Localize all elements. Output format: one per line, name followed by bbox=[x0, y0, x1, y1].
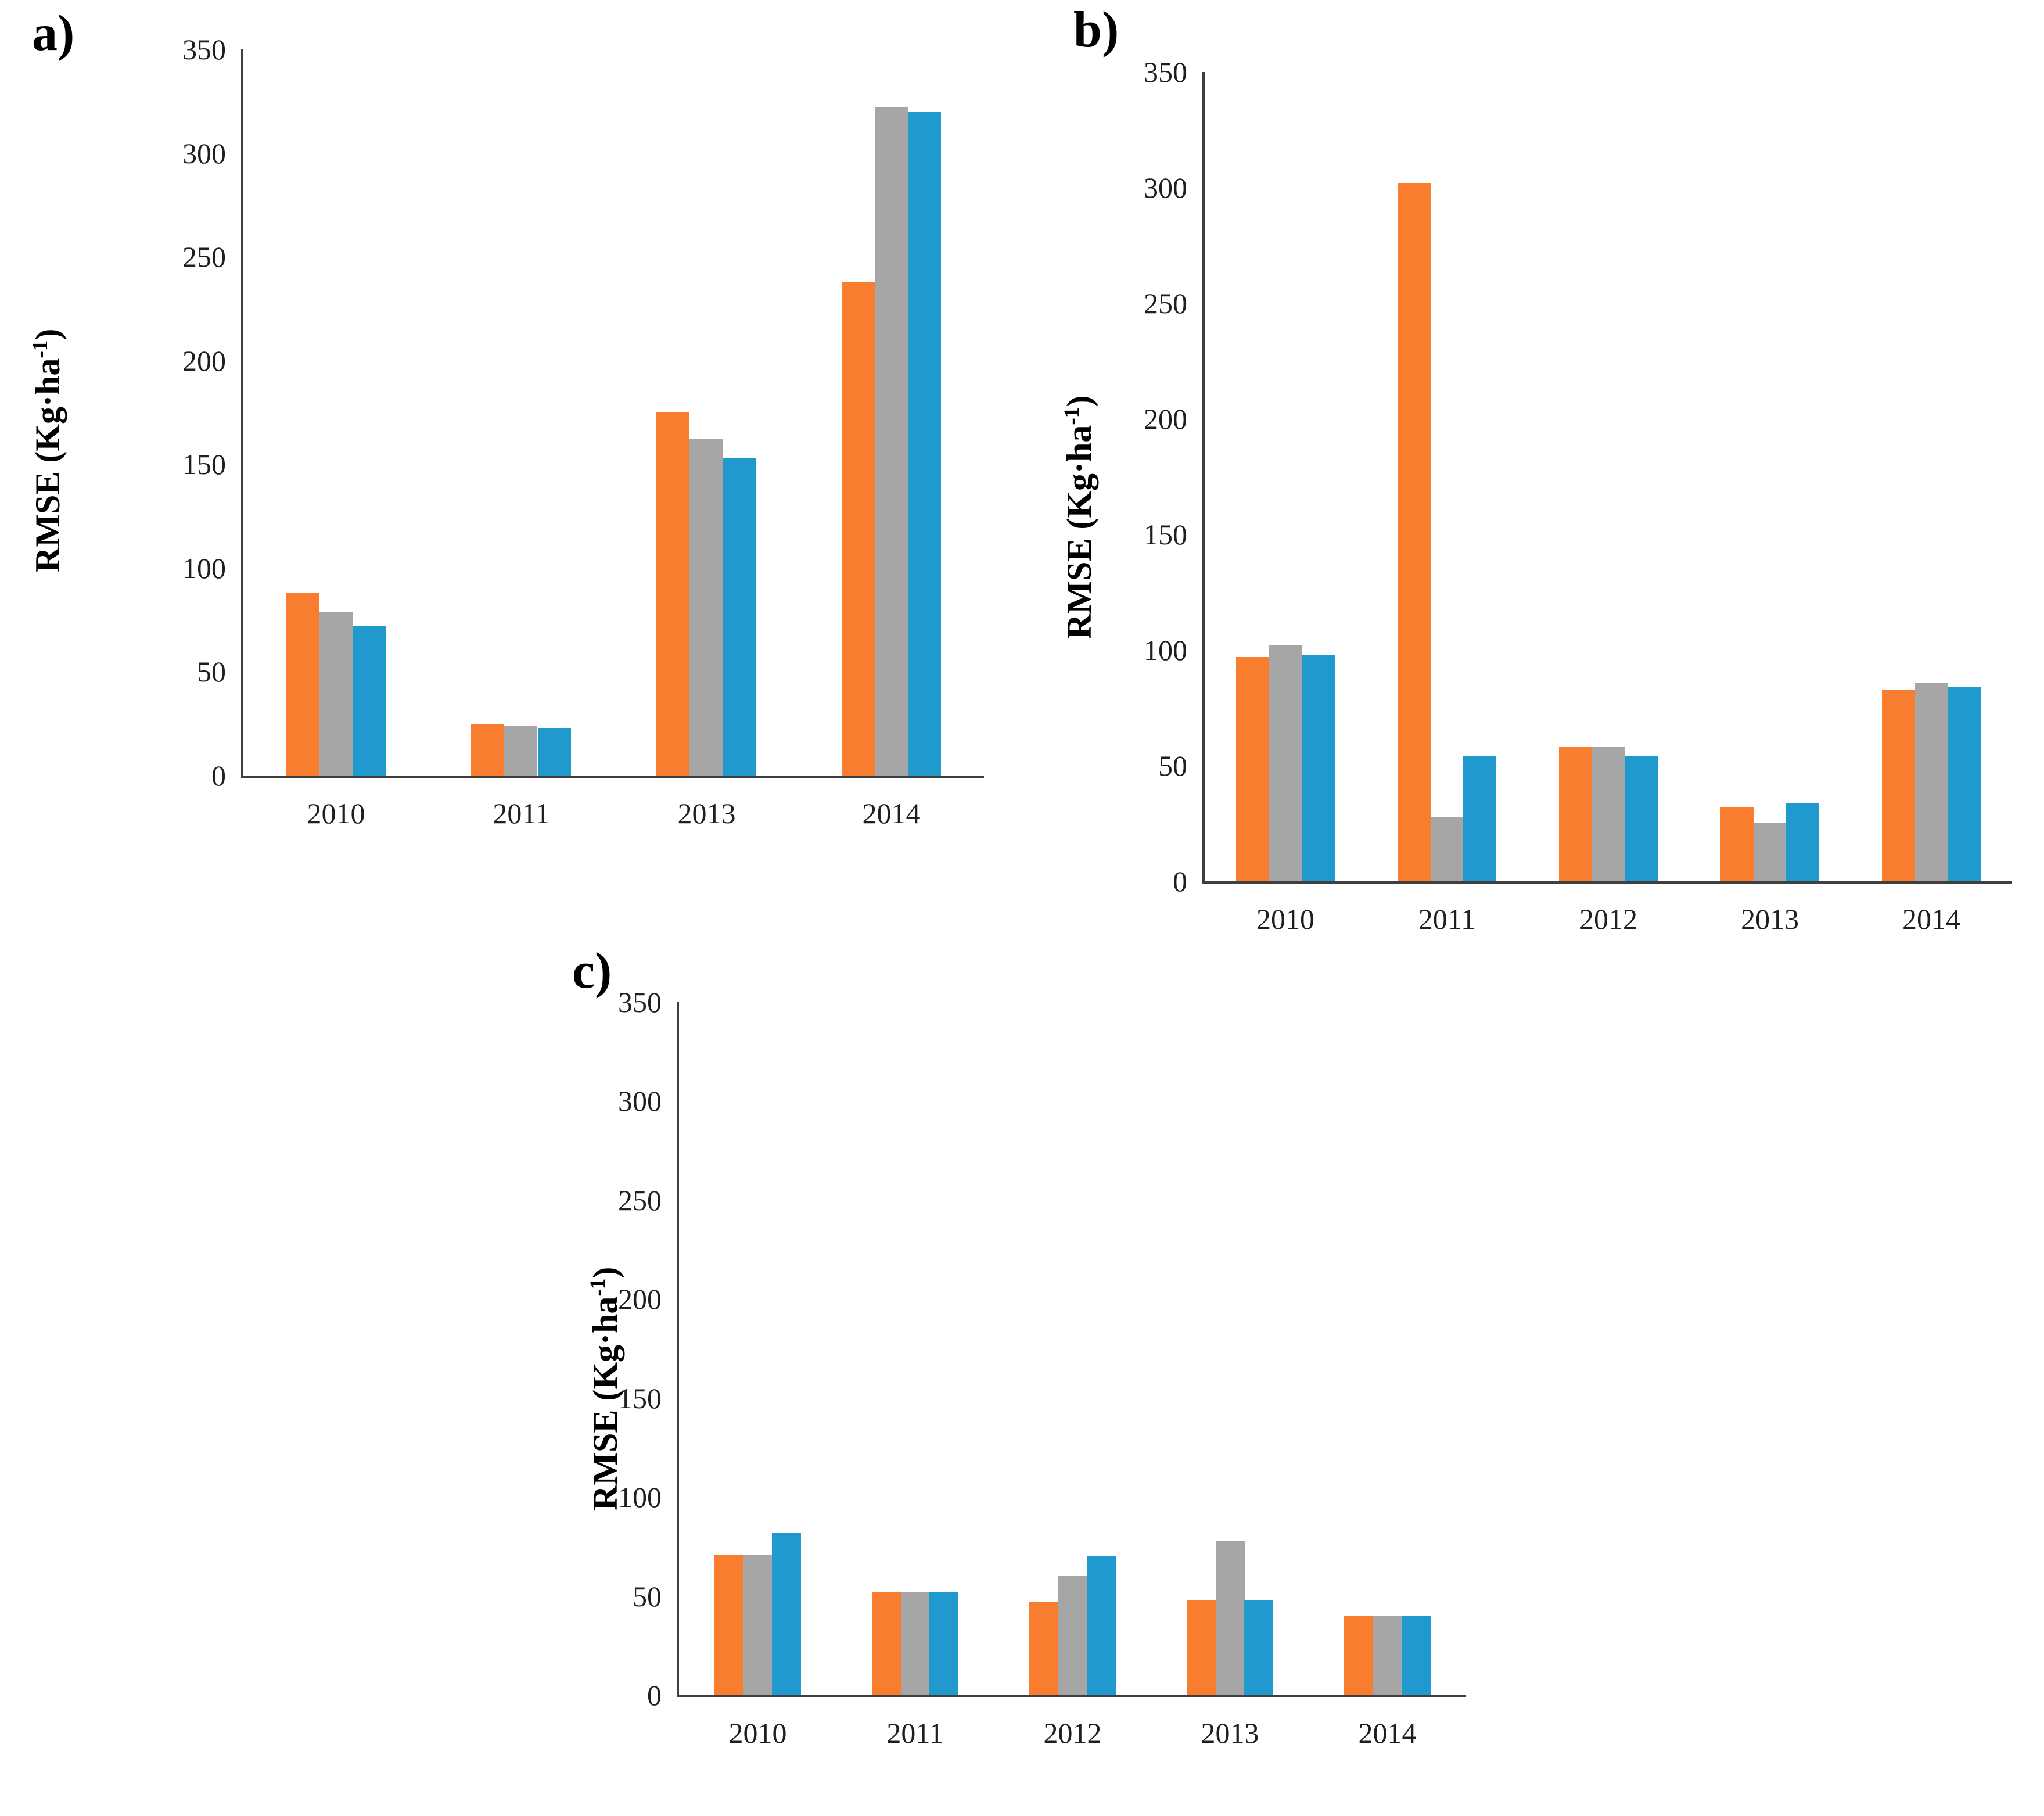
bar-blue-2011 bbox=[538, 728, 571, 776]
panel-label-c: c) bbox=[572, 943, 612, 999]
y-tick-label: 350 bbox=[182, 33, 226, 66]
bar-gray-2013 bbox=[689, 439, 723, 776]
y-tick-label: 200 bbox=[1144, 403, 1187, 435]
bar-blue-2011 bbox=[1463, 756, 1496, 881]
y-axis-title-text: RMSE (Kg·ha bbox=[28, 358, 67, 572]
bar-orange-2013 bbox=[1187, 1600, 1216, 1695]
bar-gray-2011 bbox=[1431, 817, 1464, 881]
bar-orange-2014 bbox=[842, 282, 875, 776]
bar-blue-2013 bbox=[1786, 803, 1819, 881]
y-tick-label: 250 bbox=[618, 1183, 662, 1216]
x-tick-label: 2011 bbox=[886, 1717, 944, 1749]
x-tick-label: 2010 bbox=[1256, 903, 1314, 935]
y-tick-label: 350 bbox=[1144, 56, 1187, 88]
bar-gray-2014 bbox=[875, 107, 908, 776]
y-tick-label: 50 bbox=[1158, 749, 1187, 782]
plot-area-a: 0 50 100 150 200 250 300 350 2010 2011 2013 2014 bbox=[182, 35, 984, 828]
x-tick-label: 2012 bbox=[1043, 1717, 1102, 1749]
bar-orange-2011 bbox=[872, 1592, 901, 1695]
y-tick-label: 50 bbox=[633, 1580, 662, 1613]
y-axis-title: RMSE (Kg·ha-1) bbox=[28, 328, 67, 572]
bar-orange-2012 bbox=[1029, 1602, 1058, 1695]
bar-gray-2013 bbox=[1754, 823, 1787, 881]
plot-area-b: 0 50 100 150 200 250 300 350 2010 2011 2012 2013 201… bbox=[1144, 58, 2012, 934]
bar-gray-2013 bbox=[1216, 1541, 1245, 1695]
y-tick-label: 200 bbox=[182, 344, 226, 377]
bar-orange-2010 bbox=[1236, 657, 1269, 881]
y-axis-title-close: ) bbox=[28, 328, 67, 340]
x-tick-label: 2014 bbox=[1902, 903, 1960, 935]
plot-area-c: 0 50 100 150 200 250 300 350 2010 2011 2012 2013 201… bbox=[618, 988, 1466, 1747]
y-tick-label: 300 bbox=[1144, 171, 1187, 204]
bar-blue-2010 bbox=[1302, 655, 1335, 881]
bar-blue-2013 bbox=[1244, 1600, 1273, 1695]
x-tick-label: 2014 bbox=[1358, 1717, 1417, 1749]
x-tick-label: 2013 bbox=[677, 797, 736, 830]
y-tick-label: 300 bbox=[618, 1085, 662, 1118]
y-axis-title-close: ) bbox=[586, 1266, 624, 1279]
bar-orange-2014 bbox=[1344, 1616, 1373, 1695]
bar-blue-2012 bbox=[1087, 1556, 1116, 1695]
y-tick-label: 100 bbox=[182, 551, 226, 584]
bar-orange-2010 bbox=[714, 1555, 743, 1695]
y-tick-label: 150 bbox=[618, 1381, 662, 1415]
chart-panel-a: a) RMSE (Kg·ha-1) 0 50 100 150 200 250 300 350 2… bbox=[0, 0, 1022, 871]
x-tick-label: 2010 bbox=[728, 1717, 787, 1749]
y-tick-label: 300 bbox=[182, 137, 226, 170]
chart-panel-c: c) RMSE (Kg·ha-1) 0 50 100 150 200 250 300 350 2… bbox=[0, 871, 2044, 1816]
bar-orange-2013 bbox=[1720, 807, 1754, 881]
y-tick-label: 250 bbox=[182, 241, 226, 274]
bar-blue-2014 bbox=[908, 112, 941, 776]
bar-blue-2013 bbox=[723, 458, 756, 776]
bar-gray-2014 bbox=[1373, 1616, 1402, 1695]
bar-blue-2014 bbox=[1948, 687, 1981, 881]
y-tick-label: 250 bbox=[1144, 287, 1187, 320]
bar-orange-2012 bbox=[1559, 747, 1592, 881]
bar-blue-2012 bbox=[1625, 756, 1658, 881]
y-tick-label: 0 bbox=[1173, 865, 1187, 898]
y-tick-label: 150 bbox=[182, 448, 226, 481]
panel-label-a: a) bbox=[32, 5, 75, 62]
bar-gray-2014 bbox=[1915, 683, 1948, 881]
bar-gray-2011 bbox=[901, 1592, 930, 1695]
panel-label-b: b) bbox=[1073, 2, 1119, 58]
bar-gray-2011 bbox=[504, 726, 537, 776]
y-tick-label: 350 bbox=[618, 986, 662, 1018]
x-tick-label: 2014 bbox=[862, 797, 921, 830]
y-tick-label: 200 bbox=[618, 1283, 662, 1316]
bar-gray-2010 bbox=[319, 612, 353, 776]
x-tick-label: 2010 bbox=[307, 797, 365, 830]
y-tick-label: 0 bbox=[211, 759, 226, 792]
y-axis-title-superscript: -1 bbox=[1060, 407, 1084, 425]
x-tick-label: 2011 bbox=[493, 797, 550, 830]
bar-orange-2010 bbox=[286, 593, 319, 776]
x-tick-label: 2013 bbox=[1201, 1717, 1259, 1749]
bar-orange-2011 bbox=[471, 724, 504, 776]
y-tick-label: 100 bbox=[1144, 634, 1187, 666]
y-tick-label: 100 bbox=[618, 1481, 662, 1514]
y-axis-title-superscript: -1 bbox=[28, 340, 52, 358]
bar-blue-2011 bbox=[929, 1592, 958, 1695]
y-tick-label: 150 bbox=[1144, 518, 1187, 551]
bar-blue-2014 bbox=[1402, 1616, 1431, 1695]
y-tick-label: 0 bbox=[647, 1679, 662, 1711]
bar-blue-2010 bbox=[353, 626, 386, 776]
bar-gray-2012 bbox=[1592, 747, 1625, 881]
bar-blue-2010 bbox=[772, 1533, 801, 1695]
x-tick-label: 2012 bbox=[1579, 903, 1637, 935]
bar-gray-2010 bbox=[1269, 645, 1302, 881]
bar-gray-2012 bbox=[1058, 1576, 1087, 1695]
x-tick-label: 2011 bbox=[1418, 903, 1476, 935]
y-tick-label: 50 bbox=[197, 655, 226, 688]
bar-orange-2014 bbox=[1882, 690, 1915, 881]
bar-orange-2013 bbox=[656, 412, 689, 776]
bar-gray-2010 bbox=[743, 1555, 773, 1695]
x-tick-label: 2013 bbox=[1741, 903, 1799, 935]
bar-orange-2011 bbox=[1398, 183, 1431, 881]
chart-panel-b: b) RMSE (Kg·ha-1) 0 50 100 150 200 250 300 350 2… bbox=[1022, 0, 2044, 988]
